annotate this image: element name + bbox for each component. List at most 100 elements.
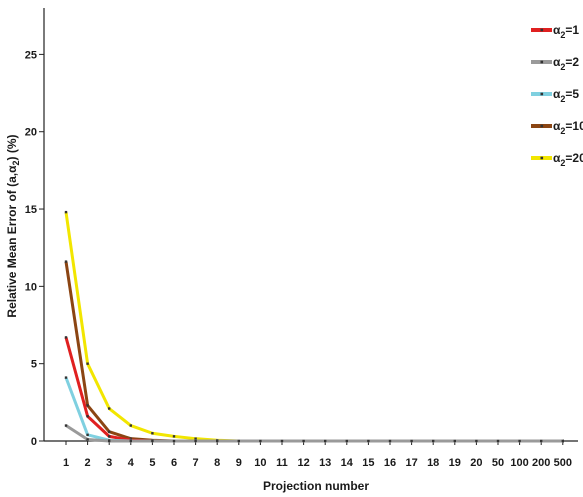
y-tick-label: 10 — [25, 281, 37, 293]
data-point — [64, 336, 68, 339]
legend-label-value: =10 — [565, 119, 583, 133]
series-layer — [64, 210, 564, 443]
series-line — [64, 211, 563, 443]
x-tick-label: 50 — [492, 457, 504, 469]
series-line — [64, 377, 563, 443]
x-tick-label: 4 — [128, 457, 135, 469]
legend-marker — [540, 156, 544, 160]
legend-label-symbol: α — [553, 119, 561, 133]
legend-label-value: =20 — [565, 151, 583, 165]
data-point — [432, 439, 435, 443]
x-tick-label: 200 — [532, 457, 550, 469]
x-tick-label: 7 — [193, 457, 199, 469]
data-point — [86, 438, 89, 441]
y-tick-label: 15 — [25, 204, 37, 216]
x-tick-label: 500 — [554, 457, 572, 469]
legend-label-subscript: 2 — [560, 30, 565, 40]
legend-label-symbol: α — [553, 23, 561, 37]
data-point — [86, 415, 89, 418]
data-point — [280, 439, 284, 443]
legend-marker — [540, 124, 544, 128]
x-tick-label: 11 — [276, 457, 288, 469]
legend-label: α2=1 — [553, 23, 579, 40]
series-line — [64, 261, 563, 443]
data-point — [64, 210, 68, 214]
x-tick-label: 18 — [427, 457, 439, 469]
data-point — [108, 407, 111, 410]
x-tick-label: 13 — [319, 457, 331, 469]
data-point — [194, 439, 197, 443]
data-point — [367, 439, 370, 443]
legend-marker — [540, 92, 544, 96]
y-axis-title-prefix: Relative Mean Error of (a, — [5, 173, 19, 318]
data-point — [518, 439, 521, 443]
series-line — [65, 424, 563, 443]
legend-label-value: =2 — [565, 55, 579, 69]
data-point — [194, 437, 197, 440]
x-tick-label: 2 — [85, 457, 91, 469]
legend-label: α2=10 — [553, 119, 583, 136]
legend-label-value: =5 — [565, 87, 579, 101]
data-point — [129, 424, 132, 427]
data-point — [345, 439, 348, 443]
series-line — [64, 336, 563, 443]
data-point — [64, 376, 68, 379]
y-tick-label: 20 — [25, 127, 37, 139]
legend-label-value: =1 — [565, 23, 579, 37]
legend-label-symbol: α — [553, 55, 561, 69]
y-axis-title-subscript: 2 — [11, 160, 21, 165]
x-tick-label: 12 — [297, 457, 309, 469]
x-tick-label: 17 — [405, 457, 417, 469]
data-point — [561, 439, 564, 443]
data-point — [259, 439, 262, 443]
data-point — [237, 439, 240, 443]
y-tick-label: 25 — [25, 49, 37, 61]
legend-label: α2=2 — [553, 55, 579, 72]
legend-label: α2=20 — [553, 151, 583, 168]
legend-marker — [540, 28, 544, 32]
x-tick-label: 15 — [362, 457, 374, 469]
data-point — [172, 439, 176, 443]
data-point — [496, 439, 500, 443]
legend-label-symbol: α — [553, 151, 561, 165]
data-point — [129, 439, 132, 443]
legend-label-subscript: 2 — [560, 62, 565, 72]
legend-marker — [540, 60, 544, 64]
data-point — [324, 439, 327, 443]
legend-label-subscript: 2 — [560, 158, 565, 168]
data-point — [129, 437, 132, 440]
y-tick-label: 5 — [31, 359, 37, 371]
legend-label-subscript: 2 — [560, 94, 565, 104]
x-tick-label: 100 — [510, 457, 528, 469]
data-point — [86, 362, 89, 365]
x-tick-label: 8 — [214, 457, 220, 469]
data-point — [108, 430, 111, 433]
data-point — [388, 439, 392, 443]
x-tick-label: 5 — [149, 457, 155, 469]
x-tick-label: 6 — [171, 457, 177, 469]
data-point — [86, 433, 89, 437]
data-point — [302, 439, 305, 443]
data-point — [453, 439, 456, 443]
y-axis-title-alpha: α — [5, 165, 19, 173]
data-point — [108, 439, 111, 443]
data-point — [108, 435, 111, 438]
x-tick-label: 16 — [384, 457, 396, 469]
x-tick-label: 9 — [236, 457, 242, 469]
data-point — [151, 439, 154, 443]
data-point — [540, 439, 543, 443]
x-tick-label: 20 — [470, 457, 482, 469]
data-point — [151, 432, 154, 435]
data-point — [172, 435, 176, 438]
x-tick-label: 10 — [254, 457, 266, 469]
x-axis-title: Projection number — [263, 479, 369, 493]
data-point — [216, 439, 219, 443]
data-point — [64, 260, 68, 263]
x-tick-label: 1 — [63, 457, 69, 469]
data-point — [475, 439, 478, 443]
x-tick-label: 19 — [449, 457, 461, 469]
data-point — [64, 424, 68, 427]
